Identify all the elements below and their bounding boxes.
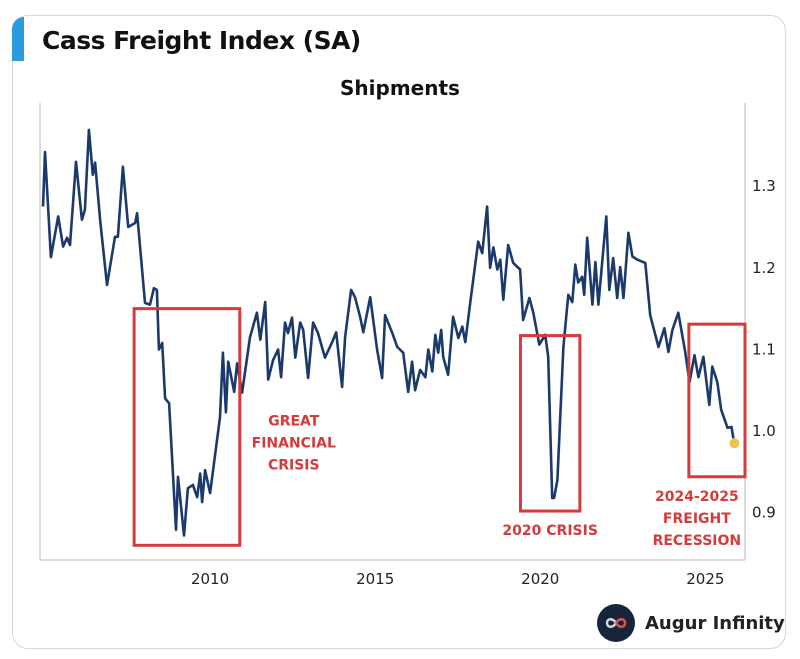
- x-tick-label: 2025: [686, 570, 724, 588]
- annotation-box: [687, 322, 747, 479]
- chart-title: Shipments: [340, 76, 460, 100]
- y-tick-label: 1.2: [752, 259, 776, 277]
- x-tick-label: 2015: [356, 570, 394, 588]
- y-tick-label: 1.1: [752, 340, 776, 358]
- x-tick-label: 2020: [521, 570, 559, 588]
- annotation-label: FINANCIAL: [252, 436, 336, 452]
- x-tick-label: 2010: [191, 570, 229, 588]
- y-tick-label: 0.9: [752, 504, 776, 522]
- brand-name: Augur Infinity: [645, 612, 785, 634]
- last-value-dot: [729, 438, 740, 449]
- annotation-label: RECESSION: [653, 533, 742, 549]
- annotation-box: [518, 334, 582, 513]
- brand: Augur Infinity: [597, 604, 785, 642]
- annotation-label: 2024-2025: [655, 489, 739, 505]
- annotation-label: GREAT: [268, 414, 320, 430]
- y-tick-label: 1.3: [752, 177, 776, 195]
- annotation-label: FREIGHT: [663, 511, 731, 527]
- series-line: [41, 128, 735, 537]
- y-tick-label: 1.0: [752, 422, 776, 440]
- title-accent-bar: [12, 17, 24, 61]
- annotation-box: [132, 307, 242, 547]
- annotation-label: 2020 CRISIS: [502, 523, 597, 539]
- infinity-icon: [597, 604, 635, 642]
- chart-card: [12, 15, 786, 649]
- annotation-label: CRISIS: [268, 458, 320, 474]
- page-title: Cass Freight Index (SA): [42, 26, 361, 55]
